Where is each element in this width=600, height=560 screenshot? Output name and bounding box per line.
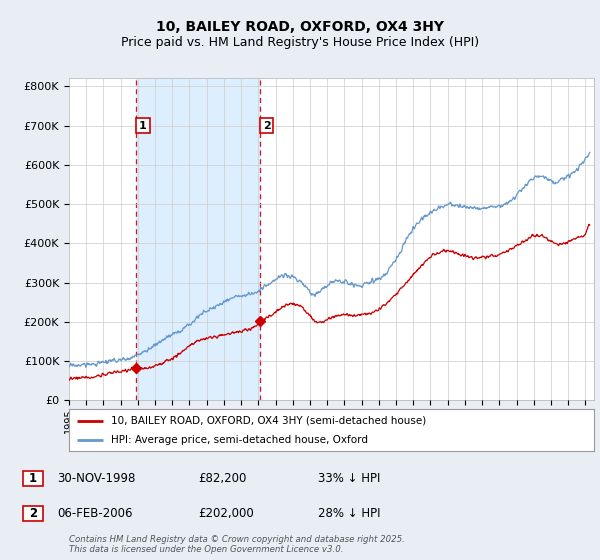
Text: 1: 1 xyxy=(29,472,37,486)
Text: 33% ↓ HPI: 33% ↓ HPI xyxy=(318,472,380,486)
Text: £82,200: £82,200 xyxy=(198,472,247,486)
Text: 1: 1 xyxy=(139,120,147,130)
Text: 2: 2 xyxy=(29,507,37,520)
Text: Contains HM Land Registry data © Crown copyright and database right 2025.
This d: Contains HM Land Registry data © Crown c… xyxy=(69,535,405,554)
Text: 30-NOV-1998: 30-NOV-1998 xyxy=(57,472,136,486)
Text: 10, BAILEY ROAD, OXFORD, OX4 3HY (semi-detached house): 10, BAILEY ROAD, OXFORD, OX4 3HY (semi-d… xyxy=(111,416,426,426)
Text: 06-FEB-2006: 06-FEB-2006 xyxy=(57,507,133,520)
Bar xyxy=(136,78,260,400)
Text: £202,000: £202,000 xyxy=(198,507,254,520)
Text: 10, BAILEY ROAD, OXFORD, OX4 3HY: 10, BAILEY ROAD, OXFORD, OX4 3HY xyxy=(156,20,444,34)
Text: 2: 2 xyxy=(263,120,271,130)
Text: 28% ↓ HPI: 28% ↓ HPI xyxy=(318,507,380,520)
Text: HPI: Average price, semi-detached house, Oxford: HPI: Average price, semi-detached house,… xyxy=(111,435,368,445)
Text: Price paid vs. HM Land Registry's House Price Index (HPI): Price paid vs. HM Land Registry's House … xyxy=(121,36,479,49)
